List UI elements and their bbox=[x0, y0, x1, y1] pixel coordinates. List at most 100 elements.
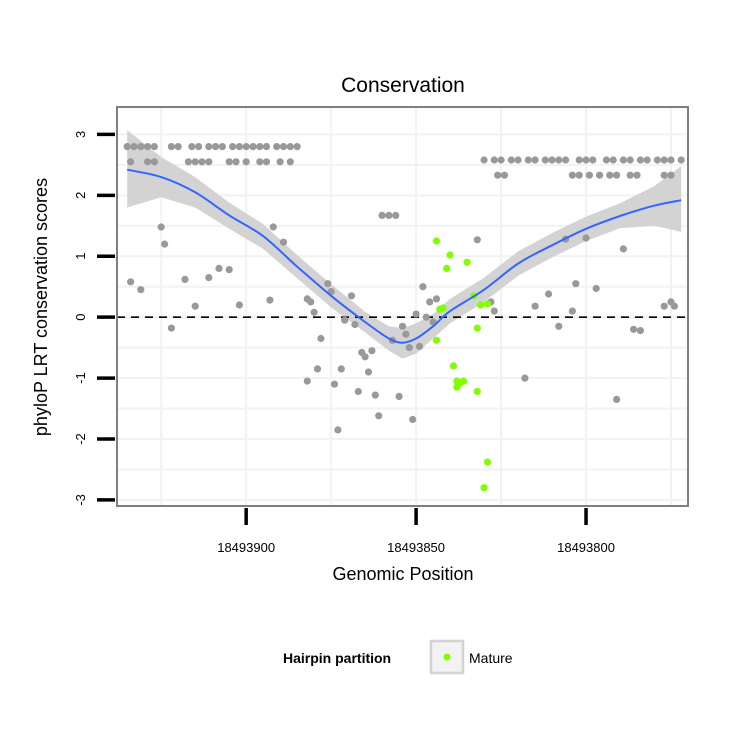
data-point-other bbox=[262, 143, 271, 151]
x-axis-label: Genomic Position bbox=[332, 564, 473, 584]
data-point-other bbox=[548, 156, 556, 164]
data-point-other bbox=[521, 374, 529, 382]
data-point-other bbox=[667, 171, 675, 179]
data-point-other bbox=[494, 171, 502, 179]
data-point-other bbox=[330, 380, 339, 388]
data-point-other bbox=[633, 171, 641, 179]
data-point-other bbox=[398, 322, 407, 330]
data-point-other bbox=[575, 171, 583, 179]
data-point-other bbox=[191, 158, 199, 166]
data-point-other bbox=[613, 395, 621, 403]
data-point-mature bbox=[473, 387, 481, 396]
data-point-other bbox=[375, 412, 383, 420]
data-point-other bbox=[500, 171, 509, 179]
data-point-other bbox=[606, 171, 614, 179]
data-point-mature bbox=[477, 301, 485, 309]
data-point-mature bbox=[460, 377, 468, 385]
data-point-other bbox=[507, 156, 515, 164]
data-point-other bbox=[218, 143, 226, 151]
data-point-other bbox=[636, 156, 645, 164]
data-point-other bbox=[313, 365, 322, 373]
data-point-other bbox=[602, 156, 611, 164]
data-point-other bbox=[215, 264, 223, 272]
data-point-other bbox=[609, 156, 617, 164]
data-point-other bbox=[432, 295, 441, 303]
data-point-other bbox=[235, 301, 243, 309]
data-point-other bbox=[371, 391, 379, 399]
data-point-other bbox=[531, 156, 539, 164]
data-point-other bbox=[334, 426, 342, 434]
data-point-other bbox=[402, 330, 410, 338]
data-point-other bbox=[405, 344, 413, 352]
data-point-other bbox=[572, 280, 580, 288]
data-point-other bbox=[364, 368, 373, 376]
data-point-other bbox=[660, 156, 668, 164]
data-point-other bbox=[392, 211, 400, 219]
data-point-other bbox=[181, 275, 189, 283]
data-point-mature bbox=[463, 258, 471, 266]
y-tick-label: -3 bbox=[73, 494, 88, 506]
data-point-other bbox=[596, 171, 604, 179]
data-point-mature bbox=[453, 383, 461, 391]
data-point-other bbox=[150, 158, 158, 166]
data-point-other bbox=[205, 158, 213, 166]
data-point-mature bbox=[473, 324, 481, 332]
data-point-other bbox=[426, 298, 434, 306]
data-point-other bbox=[670, 302, 679, 310]
data-point-other bbox=[310, 308, 318, 316]
data-point-other bbox=[303, 377, 311, 385]
data-point-other bbox=[212, 143, 220, 151]
data-point-other bbox=[286, 158, 294, 166]
data-point-other bbox=[354, 387, 362, 396]
y-tick-label: -1 bbox=[73, 372, 88, 384]
data-point-other bbox=[256, 158, 264, 166]
data-point-other bbox=[205, 143, 213, 151]
data-point-other bbox=[249, 143, 257, 151]
data-point-other bbox=[232, 158, 240, 166]
data-point-other bbox=[636, 327, 645, 335]
plot-border bbox=[116, 106, 689, 507]
chart-title: Conservation bbox=[341, 74, 465, 97]
x-tick-label: 18493800 bbox=[557, 540, 615, 555]
data-point-other bbox=[575, 156, 583, 164]
data-point-other bbox=[562, 156, 570, 164]
data-point-other bbox=[130, 143, 138, 151]
data-point-other bbox=[582, 156, 590, 164]
data-point-mature bbox=[443, 264, 451, 272]
data-point-other bbox=[473, 236, 481, 244]
data-point-mature bbox=[436, 305, 444, 313]
data-point-other bbox=[242, 158, 250, 166]
data-point-other bbox=[490, 156, 498, 164]
data-point-other bbox=[653, 156, 662, 164]
data-point-other bbox=[150, 143, 158, 151]
data-point-other bbox=[385, 211, 393, 219]
data-point-other bbox=[123, 143, 131, 151]
data-point-other bbox=[568, 171, 577, 179]
data-point-other bbox=[667, 156, 675, 164]
data-point-other bbox=[266, 296, 274, 304]
data-point-other bbox=[378, 211, 386, 219]
data-point-other bbox=[422, 313, 430, 321]
plot-panel bbox=[116, 106, 689, 507]
data-point-mature bbox=[483, 300, 492, 308]
data-point-other bbox=[497, 156, 505, 164]
data-points bbox=[123, 143, 685, 492]
data-point-other bbox=[514, 156, 522, 164]
data-point-other bbox=[317, 334, 325, 343]
data-point-mature bbox=[446, 251, 454, 259]
data-point-other bbox=[613, 171, 621, 179]
data-point-other bbox=[643, 156, 651, 164]
data-point-other bbox=[490, 307, 498, 315]
data-point-other bbox=[626, 171, 634, 179]
data-point-other bbox=[415, 342, 424, 350]
data-point-other bbox=[144, 158, 152, 166]
data-point-other bbox=[279, 143, 288, 151]
data-point-other bbox=[409, 415, 417, 424]
data-point-other bbox=[127, 278, 135, 286]
data-point-other bbox=[144, 143, 152, 151]
confidence-ribbon bbox=[127, 130, 682, 359]
data-point-other bbox=[229, 143, 237, 151]
y-tick-label: 2 bbox=[73, 192, 88, 199]
data-point-other bbox=[619, 156, 628, 164]
